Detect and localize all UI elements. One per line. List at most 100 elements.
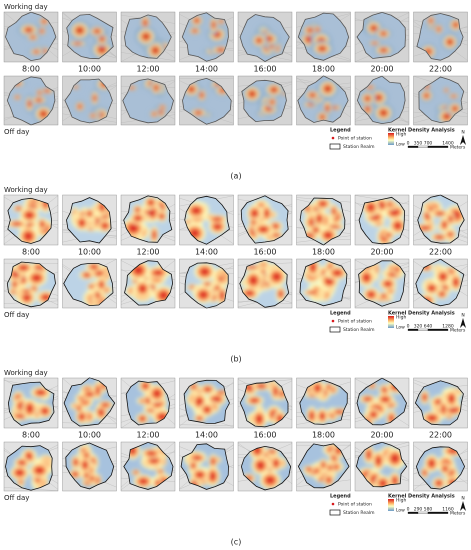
ramp-label: High	[396, 315, 406, 321]
density-map	[179, 258, 234, 309]
realm-outline	[415, 446, 466, 490]
density-blob	[318, 46, 326, 52]
density-blob	[327, 477, 331, 483]
density-map	[296, 377, 351, 429]
density-blobs	[242, 81, 287, 117]
density-blob	[336, 410, 343, 414]
density-blob	[129, 86, 135, 89]
map-frame	[296, 377, 351, 429]
density-blob	[443, 113, 451, 120]
density-blob	[256, 415, 262, 423]
density-blob	[213, 217, 221, 221]
density-map	[3, 441, 59, 492]
density-blob	[102, 403, 109, 407]
station-point	[331, 502, 335, 506]
scale-label: 0	[407, 141, 410, 147]
density-blob	[272, 224, 278, 229]
density-blob	[74, 459, 78, 465]
density-blob	[366, 451, 371, 458]
map-frame	[413, 11, 468, 63]
density-blob	[214, 223, 221, 229]
density-blob	[327, 385, 331, 389]
map-frame	[413, 441, 468, 492]
density-blob	[429, 460, 435, 467]
density-blob	[154, 270, 162, 275]
density-blob	[33, 50, 39, 54]
density-blob	[309, 291, 316, 294]
realm-outline	[123, 441, 174, 490]
realm-outline	[180, 443, 229, 490]
density-blobs	[187, 13, 229, 56]
density-blob	[96, 291, 100, 298]
density-blob	[380, 31, 387, 36]
realm-outline	[125, 380, 170, 426]
time-label: 22:00	[429, 65, 452, 74]
north-label: N	[461, 313, 464, 319]
density-blob	[439, 292, 445, 296]
map-frame	[120, 11, 176, 63]
density-map	[413, 11, 468, 63]
map-frame	[120, 441, 176, 492]
density-map	[62, 441, 117, 492]
realm-outline	[356, 377, 407, 426]
density-blob	[77, 406, 81, 410]
density-blob	[260, 227, 267, 232]
density-blob	[273, 273, 280, 280]
density-blob	[250, 277, 257, 284]
density-blob	[26, 212, 33, 218]
realm-outline	[182, 77, 232, 125]
density-blob	[364, 96, 371, 102]
density-blob	[93, 95, 97, 101]
density-blob	[210, 472, 216, 480]
map-frame	[179, 258, 234, 309]
density-blob	[44, 89, 50, 93]
time-label: 16:00	[253, 65, 276, 74]
density-blobs	[241, 380, 288, 427]
density-blobs	[359, 84, 394, 123]
density-blob	[194, 18, 200, 23]
map-frame	[237, 441, 293, 492]
density-blob	[436, 481, 442, 486]
density-blob	[42, 295, 50, 300]
time-label: 18:00	[312, 431, 335, 440]
density-map	[237, 194, 293, 246]
density-blob	[274, 233, 279, 237]
density-blob	[257, 462, 264, 469]
time-label: 8:00	[22, 431, 40, 440]
density-blob	[74, 86, 78, 89]
density-blobs	[251, 24, 283, 57]
density-blob	[102, 215, 108, 219]
density-blob	[328, 466, 332, 470]
scale-label: 1400	[442, 141, 454, 147]
density-blob	[364, 397, 371, 401]
realm-outline	[124, 14, 172, 59]
density-blob	[246, 385, 253, 391]
map-frame	[120, 377, 176, 429]
density-map	[3, 194, 59, 246]
density-blob	[248, 266, 256, 269]
time-label: 16:00	[253, 248, 276, 257]
legend-label: Point of station	[338, 502, 372, 508]
density-blob	[315, 385, 320, 391]
density-blob	[91, 265, 97, 269]
density-map	[62, 194, 117, 246]
legend-label: Station Realm	[343, 510, 375, 516]
density-blob	[23, 294, 30, 301]
time-label: 22:00	[429, 248, 452, 257]
density-blob	[76, 27, 84, 34]
density-blobs	[417, 200, 465, 243]
map-frame	[354, 11, 410, 63]
realm-outline	[63, 262, 114, 307]
density-blob	[16, 470, 23, 476]
density-blob	[213, 397, 220, 402]
density-blob	[96, 387, 100, 394]
density-blob	[320, 201, 326, 206]
legend-label: Station Realm	[343, 327, 375, 333]
density-blob	[251, 220, 256, 225]
density-blob	[27, 100, 32, 107]
density-blob	[150, 457, 158, 463]
realm-outline	[299, 197, 346, 246]
density-blobs	[186, 381, 230, 423]
north-label: N	[461, 130, 464, 136]
